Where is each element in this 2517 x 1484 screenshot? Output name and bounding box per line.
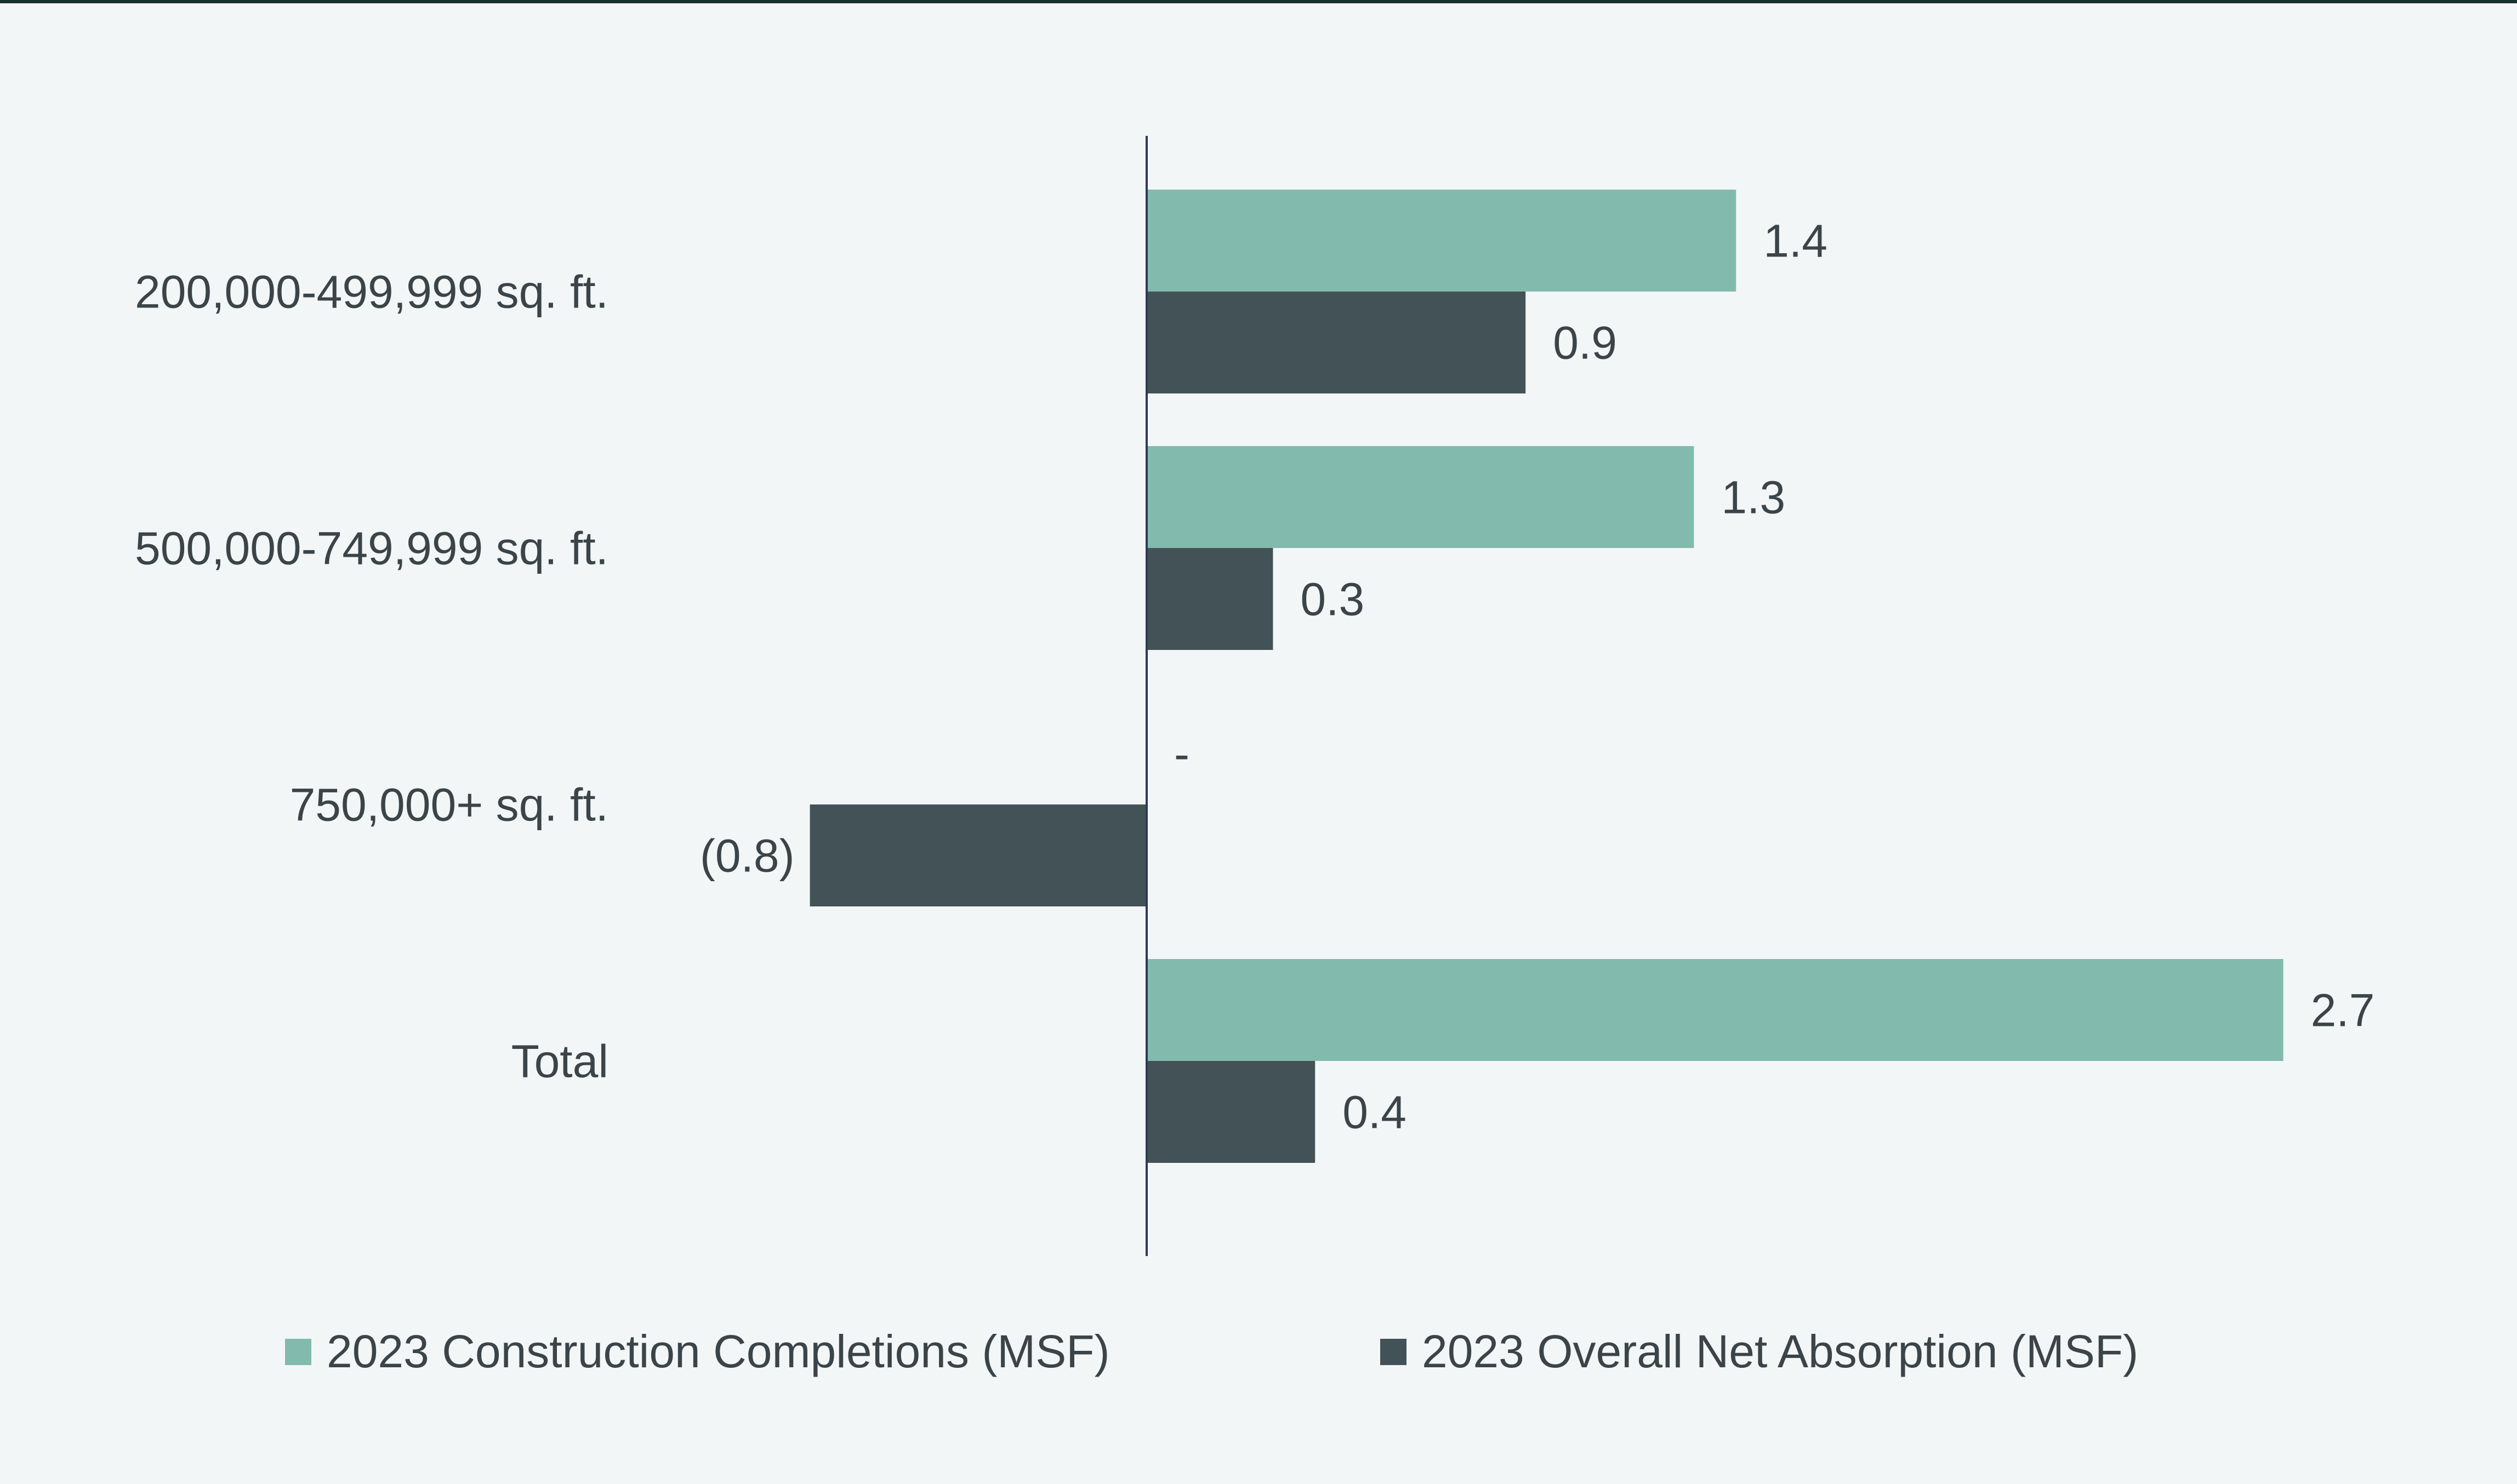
top-rule xyxy=(0,0,2517,3)
legend-swatch-completions xyxy=(285,1338,311,1365)
bar-absorption-750-000-sq-ft xyxy=(810,804,1147,906)
bar-absorption-500-000-749-999-sq-ft xyxy=(1147,548,1273,650)
legend-label-absorption: 2023 Overall Net Absorption (MSF) xyxy=(1422,1326,2139,1377)
category-label-750-000-sq-ft: 750,000+ sq. ft. xyxy=(290,779,608,830)
category-labels: 200,000-499,999 sq. ft. 500,000-749,999 s… xyxy=(135,266,608,1087)
legend: 2023 Construction Completions (MSF) 2023… xyxy=(0,1325,2517,1385)
bar-completions-500-000-749-999-sq-ft xyxy=(1147,446,1694,548)
value-label-completions-750-000-sq-ft: - xyxy=(1174,728,1189,779)
value-label-completions-500-000-749-999-sq-ft: 1.3 xyxy=(1721,471,1785,523)
legend-item-completions: 2023 Construction Completions (MSF) xyxy=(285,1325,1110,1378)
value-label-absorption-500-000-749-999-sq-ft: 0.3 xyxy=(1300,573,1364,625)
bar-absorption-200-000-499-999-sq-ft xyxy=(1147,292,1526,393)
legend-swatch-absorption xyxy=(1380,1338,1406,1365)
value-label-absorption-200-000-499-999-sq-ft: 0.9 xyxy=(1553,317,1617,368)
legend-label-completions: 2023 Construction Completions (MSF) xyxy=(327,1326,1110,1377)
value-label-absorption-750-000-sq-ft: (0.8) xyxy=(700,830,795,881)
bar-absorption-total xyxy=(1147,1061,1316,1163)
legend-item-absorption: 2023 Overall Net Absorption (MSF) xyxy=(1380,1325,2138,1378)
category-label-total: Total xyxy=(511,1035,608,1087)
bars xyxy=(810,190,2283,1163)
bar-completions-total xyxy=(1147,959,2283,1061)
category-label-500-000-749-999-sq-ft: 500,000-749,999 sq. ft. xyxy=(135,522,608,574)
value-labels: 1.4 0.9 1.3 0.3 - (0.8) 2.7 0.4 xyxy=(700,215,2375,1138)
category-label-200-000-499-999-sq-ft: 200,000-499,999 sq. ft. xyxy=(135,266,608,317)
value-label-completions-200-000-499-999-sq-ft: 1.4 xyxy=(1763,215,1827,266)
value-label-absorption-total: 0.4 xyxy=(1342,1086,1406,1138)
bar-completions-200-000-499-999-sq-ft xyxy=(1147,190,1736,292)
value-label-completions-total: 2.7 xyxy=(2311,984,2375,1036)
